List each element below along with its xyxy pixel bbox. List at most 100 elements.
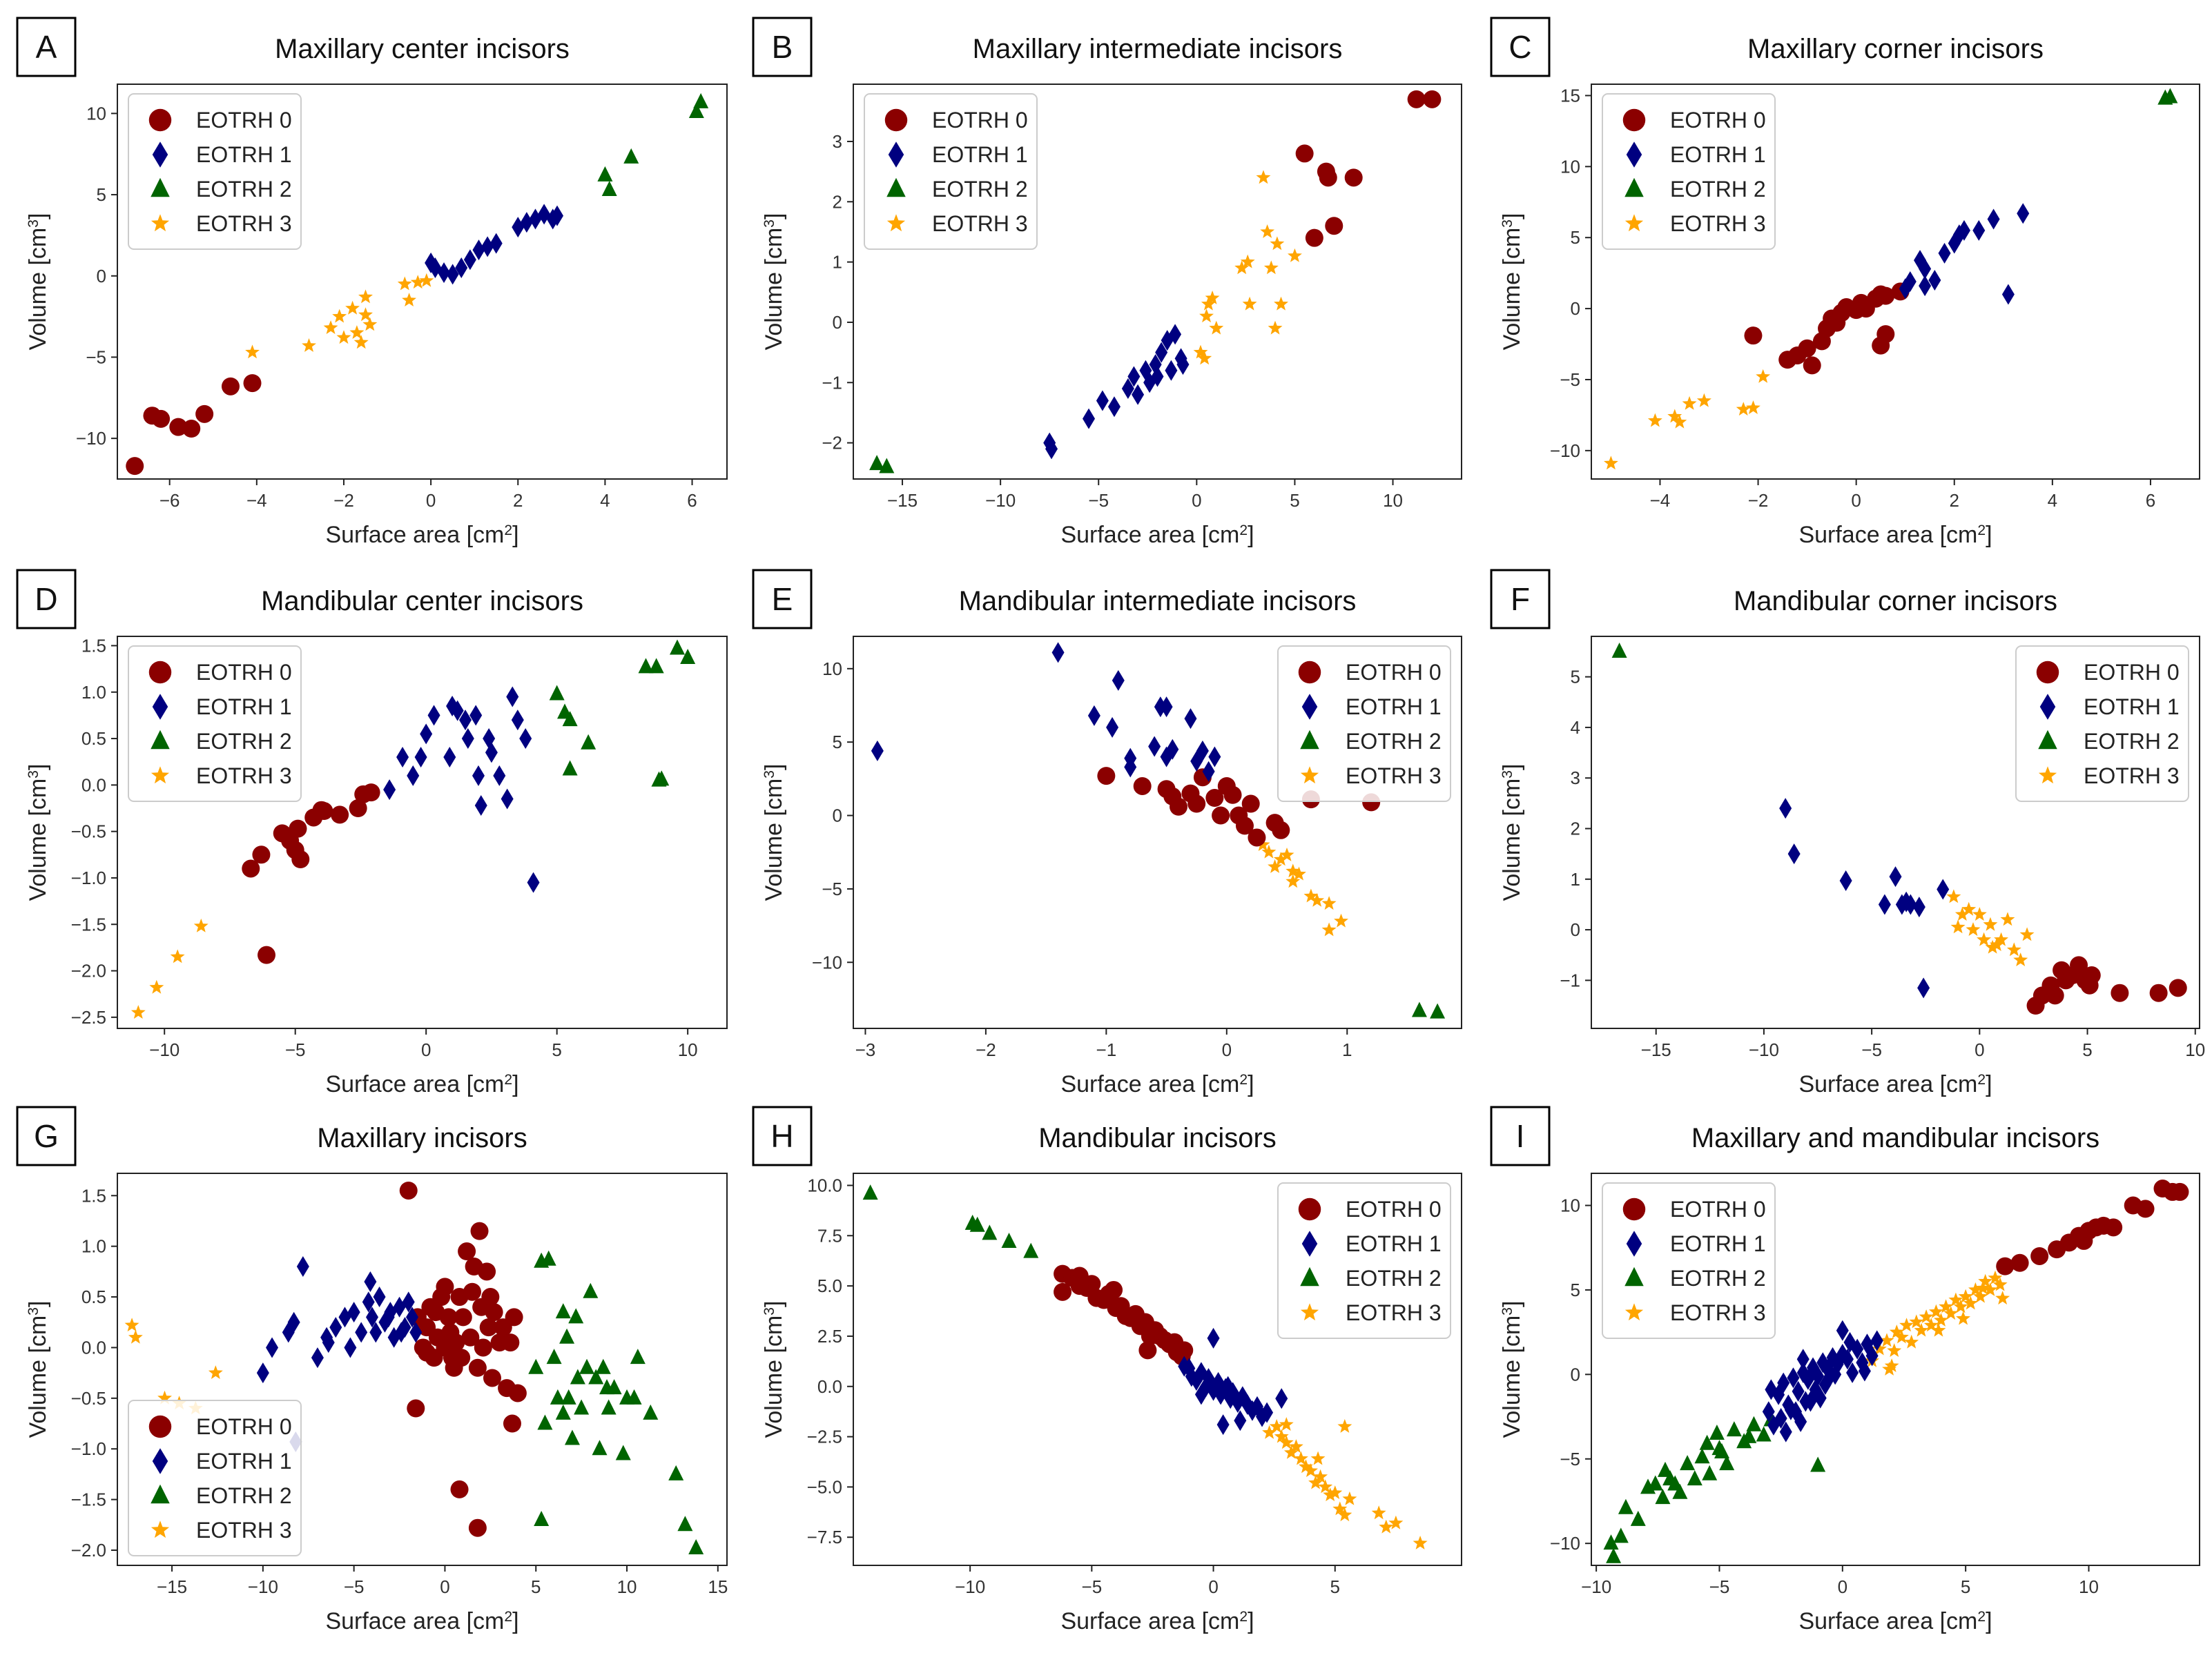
point-eotrh-2 (564, 1429, 580, 1445)
point-eotrh-1 (443, 746, 456, 768)
point-eotrh-1 (1148, 736, 1161, 757)
point-eotrh-1 (329, 1317, 342, 1338)
y-tick-label: 5 (1571, 227, 1580, 248)
point-eotrh-1 (472, 239, 485, 261)
point-eotrh-1 (463, 249, 476, 271)
point-eotrh-3 (1205, 291, 1220, 304)
chart-title: Mandibular corner incisors (1734, 586, 2057, 616)
point-eotrh-2 (615, 1445, 631, 1460)
point-eotrh-1 (1165, 360, 1178, 381)
point-eotrh-2 (583, 1282, 599, 1298)
point-eotrh-3 (1988, 1270, 2003, 1284)
point-eotrh-1 (1823, 1365, 1836, 1387)
point-eotrh-2 (1647, 1475, 1663, 1491)
point-eotrh-3 (1197, 351, 1212, 365)
y-tick-label: −5.0 (807, 1476, 842, 1497)
y-tick-label: −2.5 (71, 1007, 106, 1028)
point-eotrh-3 (1931, 1322, 1946, 1337)
point-eotrh-3 (1919, 1309, 1934, 1323)
point-eotrh-1 (1151, 366, 1164, 387)
point-eotrh-2 (1702, 1465, 1718, 1480)
panel-letter-box (752, 569, 813, 629)
point-eotrh-3 (1193, 344, 1208, 359)
point-eotrh-3 (358, 307, 373, 322)
legend-marker-eotrh-0 (1298, 1197, 1321, 1221)
legend-marker-eotrh-3 (886, 214, 906, 232)
point-eotrh-1 (1839, 870, 1852, 891)
point-eotrh-3 (1303, 888, 1319, 903)
legend-box (1602, 93, 1776, 250)
point-eotrh-3 (1975, 1280, 1990, 1295)
point-eotrh-3 (2006, 942, 2021, 957)
y-tick-label: −7.5 (807, 1527, 842, 1547)
point-eotrh-2 (1680, 1455, 1696, 1471)
panel-letter-box (1490, 17, 1551, 77)
panel-letter-box (16, 569, 77, 629)
legend-label-eotrh-0: EOTRH 0 (1346, 660, 1442, 685)
legend-marker-eotrh-3 (151, 1521, 170, 1538)
point-eotrh-3 (1308, 1475, 1323, 1489)
x-tick-label: 1 (1342, 1039, 1352, 1060)
point-eotrh-1 (501, 788, 514, 810)
point-eotrh-3 (1268, 320, 1283, 335)
point-eotrh-3 (1240, 254, 1255, 268)
point-eotrh-1 (1865, 1345, 1879, 1367)
point-eotrh-1 (1155, 342, 1168, 363)
point-eotrh-2 (1699, 1434, 1715, 1450)
point-eotrh-3 (193, 918, 208, 932)
point-eotrh-3 (2013, 952, 2028, 966)
point-eotrh-0 (1097, 767, 1116, 785)
legend-marker-eotrh-1 (1301, 694, 1318, 720)
y-tick-label: 1 (833, 252, 842, 273)
data-points (1604, 88, 2178, 470)
point-eotrh-1 (551, 205, 564, 226)
legend-label-eotrh-1: EOTRH 1 (196, 694, 292, 719)
point-eotrh-3 (336, 330, 351, 344)
y-tick-label: 1.5 (81, 1185, 106, 1206)
x-tick-label: 2 (1950, 490, 1959, 511)
panel-letter: A (36, 29, 57, 65)
legend-box (1277, 1182, 1451, 1339)
point-eotrh-0 (1872, 336, 1890, 355)
point-eotrh-3 (1260, 224, 1275, 238)
x-tick-label: 0 (1222, 1039, 1232, 1060)
point-eotrh-0 (2169, 979, 2187, 997)
y-tick-label: 3 (1571, 768, 1580, 788)
point-eotrh-0 (1138, 1341, 1157, 1360)
point-eotrh-2 (1810, 1456, 1826, 1472)
chart-title: Maxillary center incisors (275, 34, 570, 64)
point-eotrh-3 (358, 289, 373, 304)
point-eotrh-2 (561, 1389, 576, 1405)
point-eotrh-2 (601, 1399, 617, 1415)
point-eotrh-0 (2082, 966, 2101, 985)
legend-label-eotrh-0: EOTRH 0 (932, 108, 1028, 133)
point-eotrh-1 (1919, 258, 1932, 280)
point-eotrh-2 (669, 639, 685, 655)
point-eotrh-1 (266, 1337, 279, 1358)
point-eotrh-3 (332, 309, 347, 323)
point-eotrh-0 (1803, 356, 1821, 375)
legend-marker-eotrh-0 (884, 108, 908, 132)
point-eotrh-0 (1272, 821, 1290, 839)
x-axis-label: Surface area [cm2] (325, 522, 518, 548)
y-tick-label: −10 (812, 952, 842, 972)
panel-i: I Maxillary and mandibular incisors −10 −5 0… (1490, 1106, 2200, 1634)
legend-marker-eotrh-3 (1300, 1303, 1319, 1321)
point-eotrh-3 (1696, 393, 1711, 407)
axes-frame (1591, 1173, 2200, 1566)
y-tick-label: 2 (833, 191, 842, 212)
point-eotrh-0 (468, 1518, 487, 1537)
point-eotrh-2 (623, 148, 639, 164)
point-eotrh-3 (1268, 859, 1283, 873)
legend-label-eotrh-3: EOTRH 3 (1346, 763, 1442, 788)
panel-letter-box (16, 1106, 77, 1166)
legend-marker-eotrh-0 (2036, 661, 2059, 684)
axes-frame (117, 636, 728, 1029)
legend-label-eotrh-3: EOTRH 3 (2084, 763, 2180, 788)
legend-marker-eotrh-2 (1624, 177, 1644, 197)
panel-g: G Maxillary incisors −15 −10 −5 0 5 10 15 −2.0 −1.… (16, 1106, 728, 1634)
point-eotrh-0 (2171, 1182, 2189, 1201)
y-axis-label: Volume [cm3] (1499, 213, 1525, 351)
y-tick-label: 10 (1560, 156, 1580, 177)
